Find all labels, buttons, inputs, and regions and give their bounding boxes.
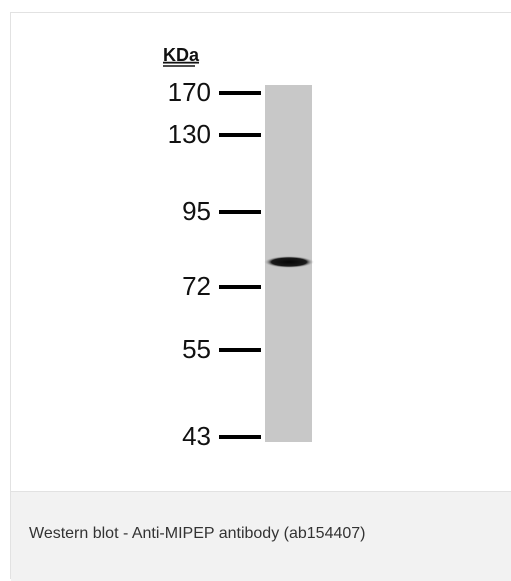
page: Western blot - Anti-MIPEP antibody (ab15…: [0, 0, 511, 579]
caption: Western blot - Anti-MIPEP antibody (ab15…: [29, 525, 365, 543]
western-blot: KDa 170 130 95 72 55 43: [0, 0, 511, 490]
marker-label: 95: [182, 196, 211, 226]
marker-label: 72: [182, 271, 211, 301]
marker-ladder: 170 130 95 72 55 43: [168, 77, 261, 451]
marker-label: 170: [168, 77, 211, 107]
marker-label: 55: [182, 334, 211, 364]
marker-label: 130: [168, 119, 211, 149]
caption-bar: Western blot - Anti-MIPEP antibody (ab15…: [11, 491, 511, 581]
marker-label: 43: [182, 421, 211, 451]
unit-label: KDa: [163, 45, 200, 65]
blot-band: [264, 256, 314, 268]
